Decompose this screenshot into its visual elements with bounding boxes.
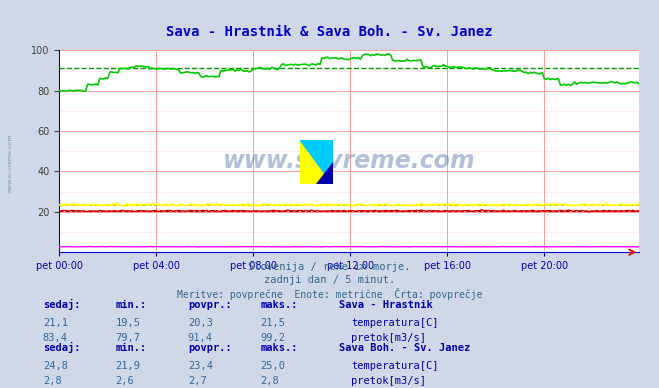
Text: 21,1: 21,1 (43, 318, 68, 328)
Text: Sava - Hrastnik & Sava Boh. - Sv. Janez: Sava - Hrastnik & Sava Boh. - Sv. Janez (166, 25, 493, 39)
Text: min.:: min.: (115, 300, 146, 310)
Text: 91,4: 91,4 (188, 333, 213, 343)
Text: 79,7: 79,7 (115, 333, 140, 343)
Text: www.si-vreme.com: www.si-vreme.com (223, 149, 476, 173)
Text: 19,5: 19,5 (115, 318, 140, 328)
Text: maks.:: maks.: (260, 300, 298, 310)
Text: Sava - Hrastnik: Sava - Hrastnik (339, 300, 433, 310)
Text: temperatura[C]: temperatura[C] (351, 318, 439, 328)
Text: 2,8: 2,8 (43, 376, 61, 386)
Text: Slovenija / reke in morje.: Slovenija / reke in morje. (248, 262, 411, 272)
Text: sedaj:: sedaj: (43, 342, 80, 353)
Text: 20,3: 20,3 (188, 318, 213, 328)
Text: 2,7: 2,7 (188, 376, 206, 386)
Text: zadnji dan / 5 minut.: zadnji dan / 5 minut. (264, 275, 395, 285)
Text: 21,5: 21,5 (260, 318, 285, 328)
Text: 24,8: 24,8 (43, 360, 68, 371)
Text: sedaj:: sedaj: (43, 300, 80, 310)
Polygon shape (300, 140, 333, 184)
Text: 25,0: 25,0 (260, 360, 285, 371)
Text: 2,6: 2,6 (115, 376, 134, 386)
Text: 23,4: 23,4 (188, 360, 213, 371)
Polygon shape (300, 140, 333, 184)
Text: www.si-vreme.com: www.si-vreme.com (8, 133, 13, 193)
Text: 2,8: 2,8 (260, 376, 279, 386)
Text: Sava Boh. - Sv. Janez: Sava Boh. - Sv. Janez (339, 343, 471, 353)
Text: min.:: min.: (115, 343, 146, 353)
Polygon shape (316, 162, 333, 184)
Text: pretok[m3/s]: pretok[m3/s] (351, 333, 426, 343)
Text: povpr.:: povpr.: (188, 300, 231, 310)
Text: 21,9: 21,9 (115, 360, 140, 371)
Text: povpr.:: povpr.: (188, 343, 231, 353)
Text: 99,2: 99,2 (260, 333, 285, 343)
Text: maks.:: maks.: (260, 343, 298, 353)
Text: Meritve: povprečne  Enote: metrične  Črta: povprečje: Meritve: povprečne Enote: metrične Črta:… (177, 288, 482, 300)
Text: 83,4: 83,4 (43, 333, 68, 343)
Text: temperatura[C]: temperatura[C] (351, 360, 439, 371)
Text: pretok[m3/s]: pretok[m3/s] (351, 376, 426, 386)
